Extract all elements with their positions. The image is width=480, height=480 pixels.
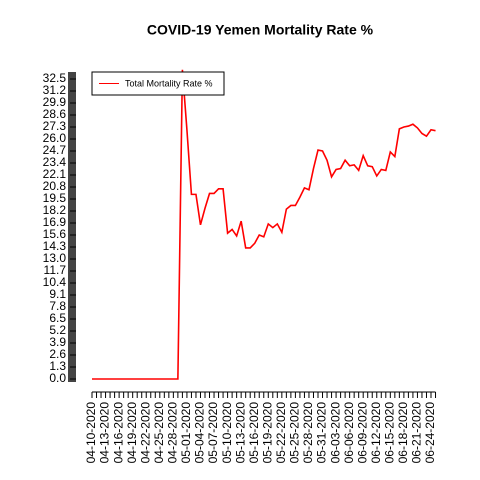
x-tick-label: 04-10-2020	[84, 402, 98, 464]
y-tick-label: 1.3	[49, 359, 66, 373]
y-tick-label: 6.5	[49, 311, 66, 325]
x-tick-label: 04-22-2020	[138, 402, 152, 464]
y-tick-label: 2.6	[49, 347, 66, 361]
x-tick-label: 06-12-2020	[369, 402, 383, 464]
chart-title: COVID-19 Yemen Mortality Rate %	[147, 22, 374, 38]
y-tick-label: 23.4	[43, 155, 67, 169]
x-tick-label: 05-31-2020	[315, 402, 329, 464]
y-tick-label: 10.4	[43, 275, 67, 289]
y-tick-label: 13.0	[43, 251, 67, 265]
y-tick-label: 29.9	[43, 95, 67, 109]
x-tick-label: 05-13-2020	[233, 402, 247, 464]
y-tick-label: 0.0	[49, 371, 66, 385]
data-line	[92, 69, 436, 380]
x-tick-label: 06-24-2020	[423, 402, 437, 464]
x-tick-label: 05-25-2020	[288, 402, 302, 464]
x-tick-label: 05-04-2020	[193, 402, 207, 464]
x-tick-label: 04-28-2020	[166, 402, 180, 464]
x-tick-label: 04-19-2020	[125, 402, 139, 464]
y-tick-label: 24.7	[43, 143, 67, 157]
x-tick-label: 05-01-2020	[179, 402, 193, 464]
x-tick-label: 06-21-2020	[410, 402, 424, 464]
y-tick-label: 20.8	[43, 179, 67, 193]
x-tick-label: 05-10-2020	[220, 402, 234, 464]
y-tick-label: 5.2	[49, 323, 66, 337]
x-tick-label: 05-28-2020	[301, 402, 315, 464]
x-tick-label: 06-03-2020	[328, 402, 342, 464]
x-tick-label: 05-19-2020	[260, 402, 274, 464]
y-tick-label: 32.5	[43, 71, 67, 85]
x-tick-label: 06-18-2020	[396, 402, 410, 464]
y-tick-label: 3.9	[49, 335, 66, 349]
x-tick-label: 06-15-2020	[382, 402, 396, 464]
x-tick-label: 04-13-2020	[98, 402, 112, 464]
y-axis-strip	[68, 72, 76, 382]
y-tick-label: 28.6	[43, 107, 67, 121]
x-tick-label: 04-16-2020	[111, 402, 125, 464]
legend-box	[91, 71, 225, 96]
y-tick-label: 27.3	[43, 119, 67, 133]
x-tick-label: 04-25-2020	[152, 402, 166, 464]
y-tick-label: 11.7	[44, 263, 67, 277]
y-tick-label: 7.8	[49, 299, 66, 313]
legend-label: Total Mortality Rate %	[125, 78, 213, 88]
y-tick-label: 18.2	[43, 203, 67, 217]
x-tick-label: 05-07-2020	[206, 402, 220, 464]
x-tick-label: 06-09-2020	[355, 402, 369, 464]
y-tick-label: 19.5	[43, 191, 67, 205]
y-tick-label: 9.1	[49, 287, 66, 301]
y-tick-label: 16.9	[43, 215, 67, 229]
y-tick-label: 26.0	[43, 131, 67, 145]
x-tick-label: 05-16-2020	[247, 402, 261, 464]
y-tick-label: 14.3	[43, 239, 67, 253]
y-tick-label: 31.2	[43, 83, 67, 97]
y-tick-label: 15.6	[43, 227, 67, 241]
x-tick-label: 06-06-2020	[342, 402, 356, 464]
x-tick-label: 05-22-2020	[274, 402, 288, 464]
y-tick-label: 22.1	[43, 167, 67, 181]
